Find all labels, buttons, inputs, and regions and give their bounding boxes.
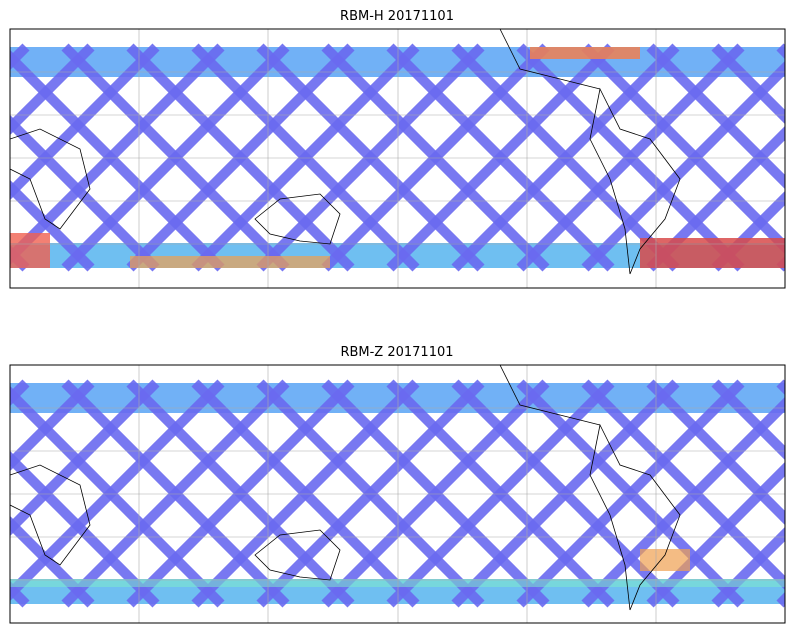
swath <box>10 43 160 201</box>
swath <box>10 580 30 608</box>
swath <box>10 179 95 272</box>
swath <box>10 515 95 608</box>
swath <box>10 43 95 136</box>
swath <box>711 43 785 125</box>
swath <box>581 60 785 272</box>
coastline <box>254 193 341 245</box>
swath <box>581 396 785 608</box>
coastline <box>589 87 681 275</box>
coastline <box>589 423 681 611</box>
panel-frame <box>9 28 786 289</box>
coastline <box>254 529 341 581</box>
swath <box>776 591 785 608</box>
swath <box>386 43 615 272</box>
swath <box>61 43 290 272</box>
swath <box>711 190 785 272</box>
hot-region <box>640 549 690 571</box>
hot-region <box>10 233 50 268</box>
swath <box>10 379 30 407</box>
swath <box>776 379 785 396</box>
swath <box>516 43 745 272</box>
coastline <box>10 464 91 566</box>
swath <box>256 43 485 272</box>
hot-region <box>530 47 640 59</box>
swath <box>646 125 785 272</box>
coastline <box>499 29 601 90</box>
panel-title: RBM-Z 20171101 <box>340 345 453 360</box>
swath <box>191 379 420 608</box>
coastline <box>10 128 91 230</box>
swath <box>321 43 550 272</box>
swath <box>61 379 290 608</box>
panel-frame <box>9 364 786 624</box>
map-panel <box>10 29 785 288</box>
hot-region <box>640 238 785 268</box>
hot-region <box>130 256 330 268</box>
swath <box>126 379 355 608</box>
coastline <box>499 365 601 426</box>
panel-title: RBM-H 20171101 <box>340 9 454 24</box>
map-panel <box>10 365 785 623</box>
swath <box>386 379 615 608</box>
swath <box>256 379 485 608</box>
swath <box>10 379 95 472</box>
swath <box>711 379 785 461</box>
swath <box>191 43 420 272</box>
swath <box>711 526 785 608</box>
swath <box>776 255 785 272</box>
swath <box>10 43 225 266</box>
swath <box>516 379 745 608</box>
swath <box>10 450 160 608</box>
hot-region <box>10 579 785 587</box>
swath <box>126 43 355 272</box>
swath <box>451 379 680 608</box>
swath <box>451 43 680 272</box>
swath <box>10 379 225 602</box>
swath <box>10 379 160 537</box>
swath <box>776 43 785 60</box>
swath <box>321 379 550 608</box>
